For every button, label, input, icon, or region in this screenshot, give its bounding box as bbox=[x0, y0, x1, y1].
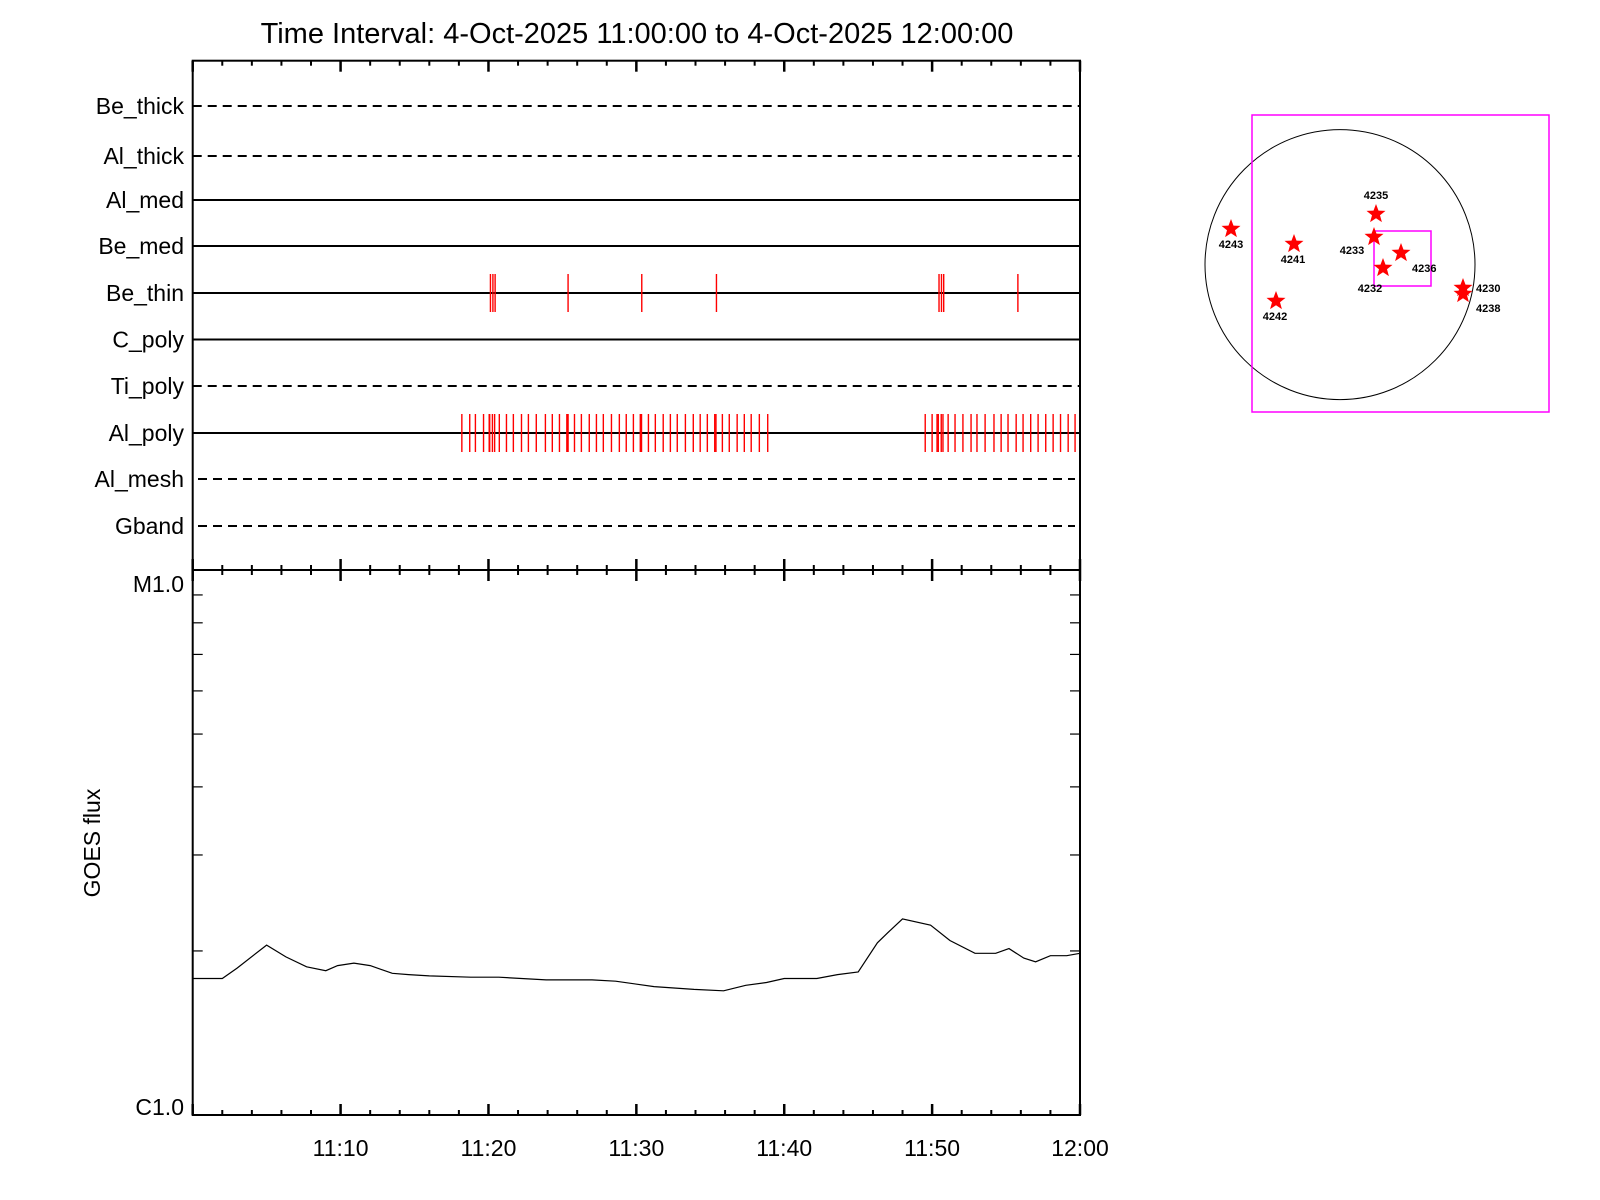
row-label: Be_thin bbox=[106, 280, 184, 306]
x-tick-label: 11:50 bbox=[904, 1135, 960, 1161]
region-label: 4232 bbox=[1358, 283, 1382, 295]
star-icon bbox=[1266, 291, 1286, 310]
row-label: Be_med bbox=[98, 233, 184, 259]
star-icon bbox=[1284, 234, 1304, 253]
region-label: 4243 bbox=[1219, 239, 1243, 251]
timeline-row-c-poly: C_poly bbox=[112, 327, 1080, 353]
region-label: 4230 bbox=[1476, 283, 1500, 295]
star-icon bbox=[1391, 243, 1411, 262]
active-region-4232: 4232 bbox=[1358, 258, 1393, 295]
region-label: 4233 bbox=[1340, 245, 1364, 257]
active-region-4243: 4243 bbox=[1219, 219, 1243, 251]
x-tick-label: 11:30 bbox=[608, 1135, 664, 1161]
star-icon bbox=[1364, 227, 1384, 246]
active-region-4233: 4233 bbox=[1340, 227, 1384, 257]
timeline-row-be-thin: Be_thin bbox=[106, 274, 1080, 312]
timeline-row-al-mesh: Al_mesh bbox=[95, 466, 1075, 492]
active-region-4235: 4235 bbox=[1364, 190, 1388, 223]
goes-flux-panel: M1.0 C1.0 GOES flux bbox=[79, 569, 1081, 1120]
row-label: Al_thick bbox=[103, 143, 184, 169]
region-label: 4236 bbox=[1412, 263, 1436, 275]
x-tick-label: 11:10 bbox=[313, 1135, 369, 1161]
row-label: Al_med bbox=[106, 187, 184, 213]
row-label: Be_thick bbox=[96, 93, 185, 119]
target-box bbox=[1373, 230, 1432, 287]
timeline-row-ti-poly: Ti_poly bbox=[111, 373, 1080, 399]
region-label: 4238 bbox=[1476, 303, 1500, 315]
star-icon bbox=[1221, 219, 1241, 238]
y-tick-label-m1: M1.0 bbox=[133, 571, 184, 597]
solar-disk-map: 4243 4241 4235 4233 4236 4232 4242 4230 4238 bbox=[1204, 114, 1550, 413]
row-label: Al_poly bbox=[109, 420, 185, 446]
timeline-row-gband: Gband bbox=[115, 513, 1075, 539]
active-region-4241: 4241 bbox=[1281, 234, 1305, 266]
row-label: Ti_poly bbox=[111, 373, 185, 399]
chart-title: Time Interval: 4-Oct-2025 11:00:00 to 4-… bbox=[261, 18, 1014, 50]
active-region-4236: 4236 bbox=[1391, 243, 1436, 275]
timeline-row-al-thick: Al_thick bbox=[103, 143, 1080, 169]
x-tick-labels: 11:10 11:20 11:30 11:40 11:50 12:00 bbox=[313, 1135, 1109, 1161]
timeline-row-al-poly: Al_poly bbox=[109, 414, 1080, 452]
y-axis-label: GOES flux bbox=[79, 788, 105, 897]
star-icon bbox=[1373, 258, 1393, 277]
x-tick-label: 12:00 bbox=[1051, 1135, 1109, 1161]
timeline-row-be-med: Be_med bbox=[98, 233, 1080, 259]
active-region-4242: 4242 bbox=[1263, 291, 1287, 323]
row-label: Gband bbox=[115, 513, 184, 539]
row-label: C_poly bbox=[112, 327, 184, 353]
x-tick-label: 11:40 bbox=[756, 1135, 812, 1161]
x-tick-label: 11:20 bbox=[461, 1135, 517, 1161]
star-icon bbox=[1453, 284, 1473, 303]
active-region-4238: 4238 bbox=[1453, 284, 1500, 315]
timeline-row-be-thick: Be_thick bbox=[96, 93, 1080, 119]
top-panel-frame bbox=[191, 59, 1081, 571]
filter-timeline-panel: Be_thick Al_thick Al_med Be_med Be_thin C_pol… bbox=[95, 59, 1082, 1115]
goes-panel-frame bbox=[191, 569, 1081, 1116]
region-label: 4242 bbox=[1263, 311, 1287, 323]
y-tick-label-c1: C1.0 bbox=[135, 1094, 184, 1120]
solar-limb bbox=[1204, 129, 1476, 401]
region-label: 4235 bbox=[1364, 190, 1388, 202]
field-of-view-box bbox=[1251, 114, 1550, 413]
region-label: 4241 bbox=[1281, 254, 1305, 266]
goes-flux-line bbox=[192, 918, 1081, 992]
timeline-row-al-med: Al_med bbox=[106, 187, 1080, 213]
row-label: Al_mesh bbox=[95, 466, 184, 492]
star-icon bbox=[1366, 204, 1386, 223]
